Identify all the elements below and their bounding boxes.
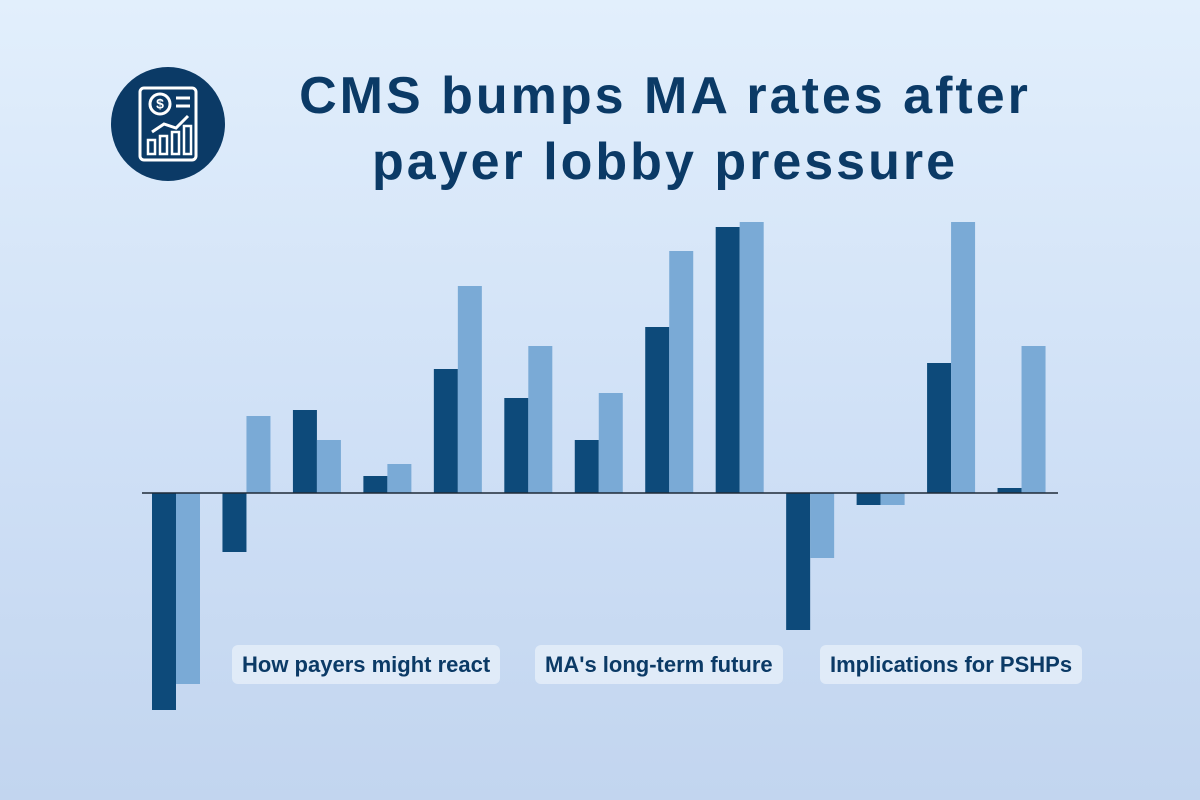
bar — [927, 363, 952, 493]
bar — [246, 416, 271, 493]
bar — [433, 369, 458, 493]
svg-text:$: $ — [156, 96, 164, 112]
annotation: How payers might react — [232, 645, 501, 684]
bar — [574, 440, 599, 493]
chart-title: payer lobby pressure — [372, 133, 958, 191]
bar — [1021, 346, 1046, 493]
bar — [739, 222, 764, 493]
bar — [856, 493, 881, 505]
bar — [669, 251, 694, 493]
bar — [504, 398, 529, 493]
bar — [880, 493, 905, 505]
bar — [715, 227, 740, 493]
bar — [363, 476, 388, 493]
annotation: MA's long-term future — [535, 645, 783, 684]
bar — [387, 464, 412, 493]
bar — [457, 286, 482, 493]
bar — [598, 393, 623, 493]
bar — [176, 493, 200, 684]
bar — [645, 327, 670, 493]
bar — [222, 493, 247, 552]
bar — [528, 346, 553, 493]
bar — [292, 410, 317, 493]
bar — [152, 493, 176, 710]
icon: $ — [111, 67, 225, 181]
bar — [810, 493, 835, 558]
annotation: Implications for PSHPs — [820, 645, 1083, 684]
chart-title: CMS bumps MA rates after — [299, 67, 1031, 125]
bar — [951, 222, 976, 493]
bar — [786, 493, 811, 630]
bar — [997, 488, 1022, 493]
bar — [316, 440, 341, 493]
